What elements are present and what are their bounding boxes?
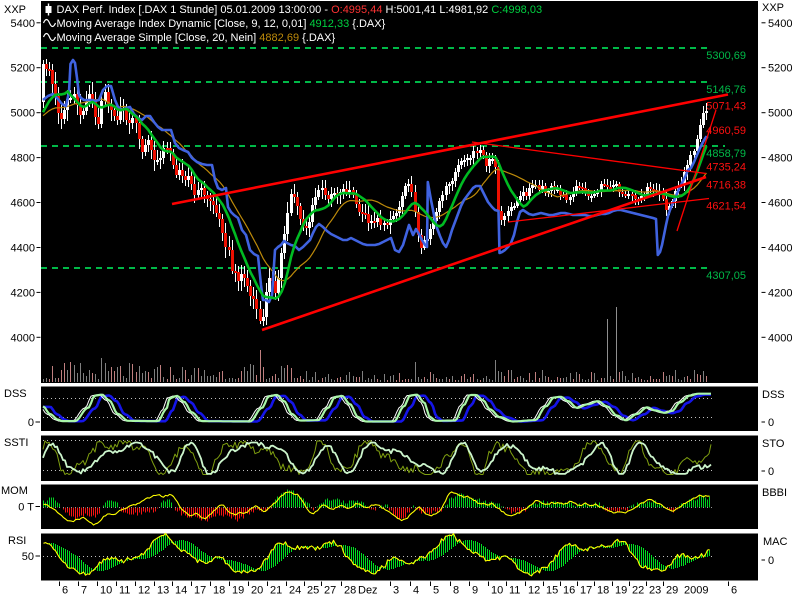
svg-text:19: 19 <box>232 585 244 597</box>
svg-text:4716,38: 4716,38 <box>706 179 746 191</box>
svg-text:7: 7 <box>81 585 87 597</box>
svg-text:5300,69: 5300,69 <box>706 50 746 62</box>
svg-text:4858,79: 4858,79 <box>706 148 746 160</box>
svg-text:3: 3 <box>393 585 399 597</box>
svg-text:6: 6 <box>62 585 68 597</box>
svg-text:23: 23 <box>649 585 661 597</box>
svg-text:4600: 4600 <box>768 198 792 210</box>
svg-text:4735,24: 4735,24 <box>706 162 746 174</box>
svg-text:8: 8 <box>453 585 459 597</box>
svg-text:5400: 5400 <box>768 18 792 30</box>
svg-text:10: 10 <box>100 585 112 597</box>
svg-text:18: 18 <box>597 585 609 597</box>
svg-text:4: 4 <box>413 585 419 597</box>
svg-text:29: 29 <box>666 585 678 597</box>
svg-text:5: 5 <box>433 585 439 597</box>
svg-text:50: 50 <box>22 551 34 563</box>
svg-text:MAC: MAC <box>763 536 788 548</box>
svg-text:4000: 4000 <box>768 332 792 344</box>
svg-text:DSS: DSS <box>4 388 27 400</box>
svg-text:0: 0 <box>768 466 774 478</box>
svg-text:4600: 4600 <box>11 198 35 210</box>
svg-text:11: 11 <box>509 585 520 597</box>
svg-text:XXP: XXP <box>4 4 26 16</box>
svg-text:RSI: RSI <box>8 535 26 547</box>
svg-text:18: 18 <box>213 585 225 597</box>
svg-text:27: 27 <box>324 585 336 597</box>
svg-text:25: 25 <box>307 585 319 597</box>
svg-text:16: 16 <box>563 585 575 597</box>
svg-text:5200: 5200 <box>11 63 35 75</box>
svg-text:DSS: DSS <box>762 389 785 401</box>
svg-text:0: 0 <box>768 555 774 567</box>
svg-text:0: 0 <box>28 417 34 429</box>
svg-text:4200: 4200 <box>768 287 792 299</box>
svg-text:BBBI: BBBI <box>762 487 787 499</box>
svg-text:5146,76: 5146,76 <box>706 84 746 96</box>
svg-text:10: 10 <box>491 585 503 597</box>
svg-text:20: 20 <box>251 585 263 597</box>
svg-text:4400: 4400 <box>11 243 35 255</box>
svg-text:5000: 5000 <box>768 108 792 120</box>
svg-text:22: 22 <box>632 585 644 597</box>
svg-text:5200: 5200 <box>768 63 792 75</box>
svg-text:21: 21 <box>270 585 282 597</box>
svg-text:17: 17 <box>580 585 592 597</box>
svg-text:4400: 4400 <box>768 243 792 255</box>
svg-text:4000: 4000 <box>11 332 35 344</box>
svg-text:Moving Average Simple [Close,: Moving Average Simple [Close, 20, Nein] … <box>57 32 336 44</box>
svg-text:28: 28 <box>344 585 356 597</box>
svg-text:SSTI: SSTI <box>4 437 28 449</box>
svg-text:19: 19 <box>615 585 627 597</box>
svg-text:STO: STO <box>762 438 785 450</box>
svg-text:4200: 4200 <box>11 287 35 299</box>
svg-text:6: 6 <box>731 585 737 597</box>
svg-text:0: 0 <box>768 417 774 429</box>
svg-text:13: 13 <box>157 585 169 597</box>
svg-text:Dez: Dez <box>358 585 378 597</box>
svg-text:4621,54: 4621,54 <box>706 200 746 212</box>
svg-text:9: 9 <box>472 585 478 597</box>
svg-text:5071,43: 5071,43 <box>706 101 746 113</box>
svg-text:4800: 4800 <box>768 153 792 165</box>
svg-text:5000: 5000 <box>11 108 35 120</box>
svg-text:Moving Average Index Dynamic [: Moving Average Index Dynamic [Close, 9, … <box>57 18 386 30</box>
svg-text:12: 12 <box>138 585 150 597</box>
svg-text:4800: 4800 <box>11 153 35 165</box>
svg-text:XXP: XXP <box>762 2 784 14</box>
svg-text:0 T: 0 T <box>18 502 34 514</box>
svg-text:12: 12 <box>528 585 540 597</box>
svg-text:DAX Perf. Index [.DAX 1 Stund: DAX Perf. Index [.DAX 1 Stunde] 05.01.20… <box>57 4 543 16</box>
svg-text:17: 17 <box>194 585 206 597</box>
svg-text:4307,05: 4307,05 <box>706 270 746 282</box>
svg-text:5400: 5400 <box>11 18 35 30</box>
svg-text:2009: 2009 <box>684 585 708 597</box>
svg-text:11: 11 <box>119 585 130 597</box>
svg-text:14: 14 <box>175 585 187 597</box>
svg-text:4960,59: 4960,59 <box>706 125 746 137</box>
svg-text:15: 15 <box>546 585 558 597</box>
svg-text:24: 24 <box>289 585 301 597</box>
svg-text:MOM: MOM <box>1 485 28 497</box>
